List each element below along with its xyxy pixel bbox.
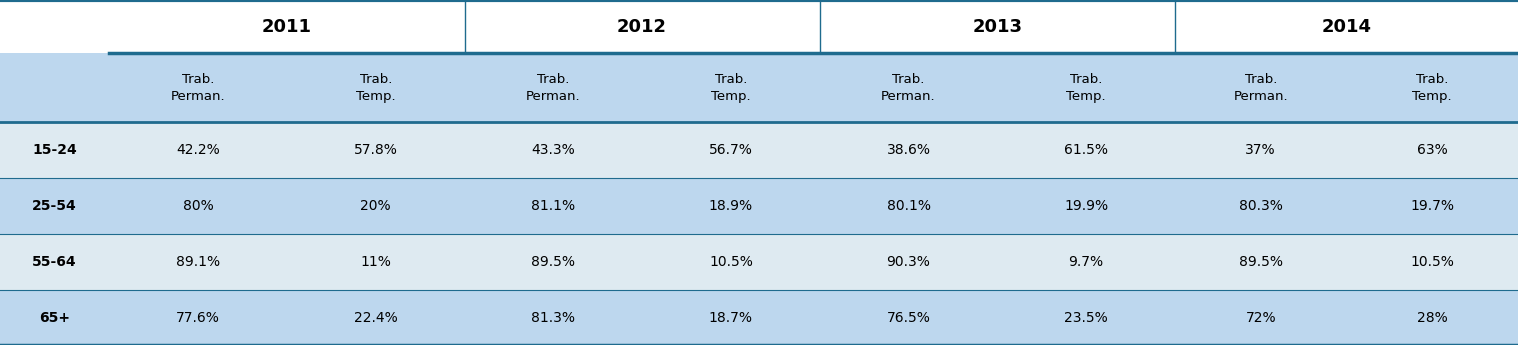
Text: 25-54: 25-54 [32, 199, 77, 213]
Text: 23.5%: 23.5% [1064, 310, 1108, 325]
Bar [287, 234, 465, 290]
Text: 2013: 2013 [973, 18, 1022, 36]
Text: 63%: 63% [1416, 144, 1448, 157]
Bar [109, 290, 287, 345]
Bar [0, 178, 109, 234]
Bar [0, 290, 109, 345]
Text: 90.3%: 90.3% [887, 255, 931, 269]
Text: Trab.
Perman.: Trab. Perman. [172, 73, 225, 103]
Bar [1346, 178, 1518, 234]
Text: 2012: 2012 [618, 18, 666, 36]
Text: 89.5%: 89.5% [1239, 255, 1283, 269]
Bar [465, 178, 642, 234]
Bar [642, 234, 820, 290]
Bar [287, 290, 465, 345]
Bar [109, 53, 287, 122]
Bar [1346, 53, 1518, 122]
Text: 38.6%: 38.6% [887, 144, 931, 157]
Text: Trab.
Temp.: Trab. Temp. [355, 73, 396, 103]
Bar [1175, 290, 1346, 345]
Text: 10.5%: 10.5% [709, 255, 753, 269]
Text: 56.7%: 56.7% [709, 144, 753, 157]
Text: 22.4%: 22.4% [354, 310, 398, 325]
Text: 20%: 20% [360, 199, 392, 213]
Bar [0, 53, 109, 122]
Text: 15-24: 15-24 [32, 144, 77, 157]
Bar [1175, 0, 1518, 53]
Text: 81.3%: 81.3% [531, 310, 575, 325]
Text: 81.1%: 81.1% [531, 199, 575, 213]
Text: 11%: 11% [360, 255, 392, 269]
Bar [0, 0, 109, 53]
Text: 28%: 28% [1416, 310, 1448, 325]
Bar [1346, 290, 1518, 345]
Bar [997, 122, 1175, 178]
Bar [820, 53, 997, 122]
Bar [820, 290, 997, 345]
Text: 80.1%: 80.1% [887, 199, 931, 213]
Text: 61.5%: 61.5% [1064, 144, 1108, 157]
Text: 80.3%: 80.3% [1239, 199, 1283, 213]
Bar [109, 122, 287, 178]
Text: 76.5%: 76.5% [887, 310, 931, 325]
Text: Trab.
Perman.: Trab. Perman. [1234, 73, 1287, 103]
Bar [1175, 122, 1346, 178]
Text: Trab.
Perman.: Trab. Perman. [882, 73, 935, 103]
Bar [820, 178, 997, 234]
Bar [1346, 122, 1518, 178]
Bar [287, 53, 465, 122]
Bar [997, 178, 1175, 234]
Text: 19.7%: 19.7% [1410, 199, 1454, 213]
Bar [1346, 234, 1518, 290]
Bar [820, 234, 997, 290]
Text: Trab.
Temp.: Trab. Temp. [1066, 73, 1107, 103]
Bar [1175, 178, 1346, 234]
Bar [465, 234, 642, 290]
Text: 65+: 65+ [39, 310, 70, 325]
Bar [1175, 53, 1346, 122]
Bar [465, 122, 642, 178]
Bar [997, 234, 1175, 290]
Text: 89.5%: 89.5% [531, 255, 575, 269]
Text: 80%: 80% [182, 199, 214, 213]
Text: 2011: 2011 [263, 18, 311, 36]
Bar [465, 53, 642, 122]
Bar [465, 290, 642, 345]
Text: 89.1%: 89.1% [176, 255, 220, 269]
Text: 18.7%: 18.7% [709, 310, 753, 325]
Text: 55-64: 55-64 [32, 255, 77, 269]
Bar [997, 53, 1175, 122]
Text: Trab.
Temp.: Trab. Temp. [710, 73, 751, 103]
Bar [287, 122, 465, 178]
Text: 19.9%: 19.9% [1064, 199, 1108, 213]
Bar [642, 290, 820, 345]
Bar [820, 122, 997, 178]
Text: 2014: 2014 [1322, 18, 1371, 36]
Bar [109, 178, 287, 234]
Bar [109, 234, 287, 290]
Bar [642, 122, 820, 178]
Text: 57.8%: 57.8% [354, 144, 398, 157]
Text: 42.2%: 42.2% [176, 144, 220, 157]
Text: Trab.
Temp.: Trab. Temp. [1412, 73, 1453, 103]
Bar [642, 178, 820, 234]
Bar [109, 0, 465, 53]
Text: 10.5%: 10.5% [1410, 255, 1454, 269]
Text: Trab.
Perman.: Trab. Perman. [527, 73, 580, 103]
Text: 72%: 72% [1245, 310, 1277, 325]
Bar [0, 234, 109, 290]
Bar [997, 290, 1175, 345]
Text: 18.9%: 18.9% [709, 199, 753, 213]
Text: 37%: 37% [1245, 144, 1277, 157]
Bar [465, 0, 820, 53]
Text: 43.3%: 43.3% [531, 144, 575, 157]
Text: 9.7%: 9.7% [1069, 255, 1104, 269]
Bar [642, 53, 820, 122]
Bar [287, 178, 465, 234]
Bar [0, 122, 109, 178]
Bar [820, 0, 1175, 53]
Bar [1175, 234, 1346, 290]
Text: 77.6%: 77.6% [176, 310, 220, 325]
